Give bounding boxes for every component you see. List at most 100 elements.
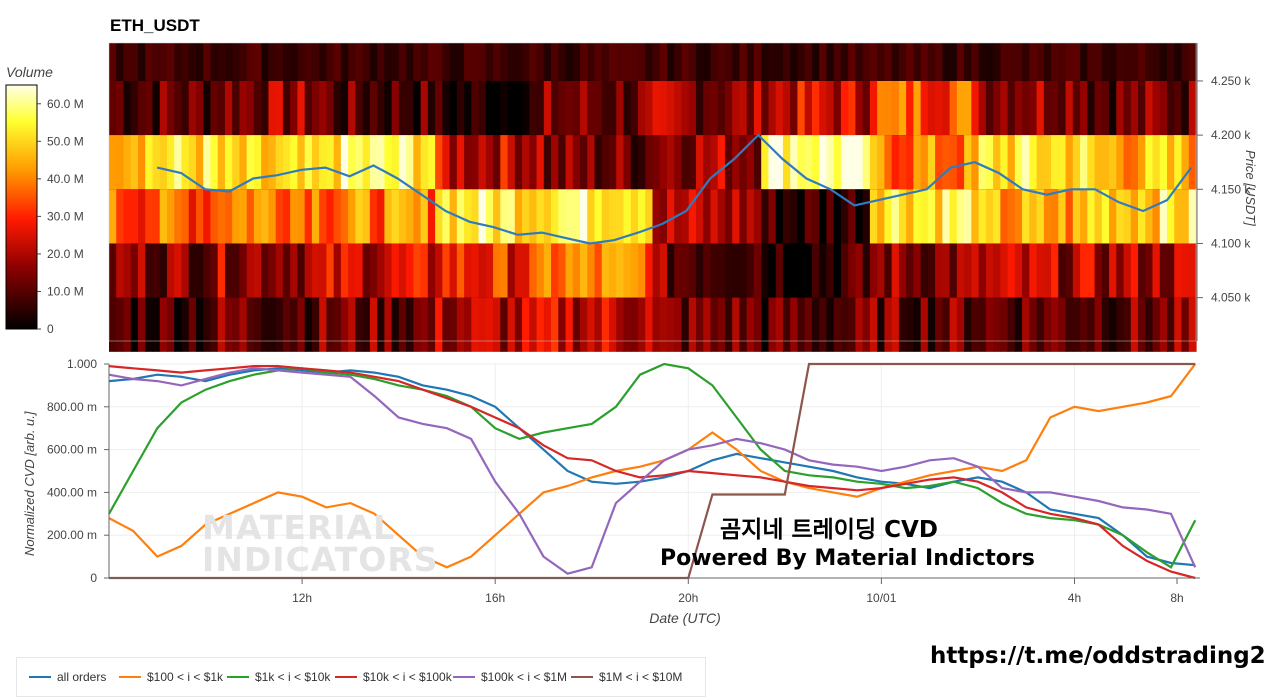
heatmap-cell — [1043, 80, 1052, 136]
heatmap-cell — [384, 135, 393, 190]
heatmap-cell — [297, 297, 306, 352]
heatmap-cell — [869, 43, 878, 81]
heatmap-cell — [195, 80, 204, 136]
heatmap-cell — [253, 43, 262, 81]
heatmap-cell — [587, 43, 596, 81]
heatmap-cell — [1058, 297, 1067, 352]
heatmap-cell — [840, 243, 849, 298]
heatmap-cell — [688, 80, 697, 136]
heatmap-cell — [761, 80, 770, 136]
heatmap-cell — [536, 243, 545, 298]
heatmap-cell — [681, 80, 690, 136]
telegram-link[interactable]: https://t.me/oddstrading2 — [930, 643, 1266, 669]
heatmap-cell — [753, 297, 762, 352]
heatmap-cell — [993, 80, 1001, 136]
heatmap-cell — [319, 243, 327, 298]
colorbar-title: Volume — [6, 64, 53, 80]
heatmap-cell — [1094, 243, 1103, 298]
legend-item[interactable]: $100 < i < $1k — [119, 670, 223, 684]
heatmap-cell — [964, 135, 972, 190]
heatmap-cell — [1188, 80, 1197, 136]
heatmap-cell — [884, 243, 893, 298]
heatmap-cell — [275, 189, 284, 244]
heatmap-cell — [833, 243, 842, 298]
heatmap-cell — [942, 243, 951, 298]
heatmap-cell — [297, 135, 306, 190]
heatmap-cell — [659, 80, 668, 136]
heatmap-cell — [384, 297, 393, 352]
heatmap-cell — [826, 297, 835, 352]
heatmap-cell — [587, 80, 596, 136]
heatmap-cell — [449, 80, 458, 136]
heatmap-cell — [804, 80, 813, 136]
price-tick-label: 4.150 k — [1211, 182, 1251, 196]
legend-swatch — [335, 675, 357, 678]
heatmap-cell — [703, 80, 712, 136]
heatmap-cell — [717, 80, 726, 136]
heatmap-cell — [326, 297, 335, 352]
heatmap-cell — [645, 243, 654, 298]
heatmap-cell — [232, 243, 241, 298]
heatmap-cell — [377, 243, 385, 298]
heatmap-cell — [543, 43, 552, 81]
heatmap-cell — [319, 43, 327, 81]
heatmap-cell — [297, 189, 306, 244]
heatmap-cell — [804, 43, 813, 81]
legend-item[interactable]: $100k < i < $1M — [453, 670, 567, 684]
heatmap-cell — [1167, 189, 1175, 244]
heatmap-cell — [340, 243, 349, 298]
heatmap-cell — [1007, 135, 1016, 190]
heatmap-cell — [623, 80, 632, 136]
heatmap-cell — [652, 243, 661, 298]
heatmap-cell — [413, 135, 422, 190]
heatmap-cell — [920, 43, 929, 81]
heatmap-cell — [427, 80, 436, 136]
heatmap-cell — [224, 43, 233, 81]
heatmap-cell — [630, 189, 639, 244]
price-tick-label: 4.050 k — [1211, 291, 1251, 305]
heatmap-cell — [159, 243, 168, 298]
heatmap-cell — [949, 243, 958, 298]
heatmap-cell — [601, 43, 610, 81]
heatmap-cell — [507, 135, 516, 190]
heatmap-cell — [224, 80, 233, 136]
heatmap-cell — [1130, 43, 1139, 81]
heatmap-cell — [739, 297, 748, 352]
legend-item[interactable]: $10k < i < $100k — [335, 670, 452, 684]
heatmap-cell — [217, 80, 226, 136]
heatmap-cell — [906, 243, 914, 298]
legend-item[interactable]: $1k < i < $10k — [227, 670, 330, 684]
heatmap-cell — [304, 80, 313, 136]
heatmap-cell — [1080, 43, 1088, 81]
heatmap-cell — [710, 43, 719, 81]
heatmap-cell — [109, 80, 117, 136]
cvd-series-line — [108, 363, 1197, 569]
legend-label: $100 < i < $1k — [147, 670, 224, 684]
heatmap-cell — [391, 297, 400, 352]
heatmap-cell — [630, 243, 639, 298]
heatmap-cell — [210, 135, 219, 190]
heatmap-cell — [514, 43, 523, 81]
heatmap-cell — [152, 80, 161, 136]
heatmap-cell — [137, 243, 146, 298]
heatmap-cell — [1116, 80, 1125, 136]
heatmap-cell — [826, 189, 835, 244]
heatmap-cell — [971, 80, 980, 136]
heatmap-cell — [1174, 80, 1183, 136]
heatmap-cell — [1029, 135, 1038, 190]
heatmap-cell — [203, 297, 212, 352]
heatmap-cell — [580, 135, 588, 190]
legend-swatch — [571, 675, 593, 678]
heatmap-cell — [355, 243, 364, 298]
heatmap-cell — [891, 135, 900, 190]
heatmap-cell — [572, 243, 581, 298]
heatmap-cell — [551, 189, 559, 244]
heatmap-cell — [253, 243, 262, 298]
legend-item[interactable]: all orders — [29, 670, 106, 684]
legend-item[interactable]: $1M < i < $10M — [571, 670, 682, 684]
heatmap-cell — [630, 135, 639, 190]
heatmap-cell — [659, 189, 668, 244]
heatmap-cell — [355, 189, 364, 244]
heatmap-cell — [949, 297, 958, 352]
heatmap-cell — [666, 297, 675, 352]
